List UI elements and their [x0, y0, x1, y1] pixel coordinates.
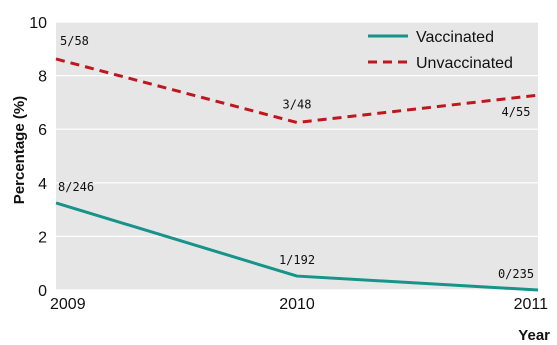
data-label: 5/58: [60, 34, 89, 48]
y-tick-label: 6: [38, 122, 47, 139]
y-tick-label: 2: [38, 229, 47, 246]
y-axis-title: Percentage (%): [11, 96, 28, 204]
data-label: 8/246: [58, 180, 94, 194]
series-line-unvaccinated: [55, 57, 539, 124]
x-tick-label: 2011: [514, 296, 549, 313]
data-label: 4/55: [502, 105, 531, 119]
data-label: 0/235: [498, 267, 534, 281]
x-tick-label: 2010: [279, 296, 315, 313]
legend: Vaccinated Unvaccinated: [368, 29, 513, 72]
plot-area-background: [56, 22, 538, 290]
data-labels: 8/246 1/192 0/235 5/58 3/48 4/55: [58, 34, 534, 281]
data-label: 3/48: [283, 98, 312, 112]
legend-label-unvaccinated: Unvaccinated: [416, 55, 513, 72]
y-tick-label: 0: [38, 283, 47, 300]
legend-label-vaccinated: Vaccinated: [416, 29, 494, 46]
y-tick-label: 8: [38, 69, 47, 86]
x-tick-label: 2009: [50, 296, 86, 313]
axis-ticks: 0 2 4 6 8 10 2009 2010 2011: [29, 15, 548, 313]
data-label: 1/192: [279, 253, 315, 267]
series-lines: [55, 57, 539, 292]
y-tick-label: 4: [38, 176, 47, 193]
series-line-vaccinated: [55, 201, 539, 292]
gridlines: [56, 21, 538, 291]
x-axis-title: Year: [518, 327, 550, 344]
y-tick-label: 10: [29, 15, 47, 32]
